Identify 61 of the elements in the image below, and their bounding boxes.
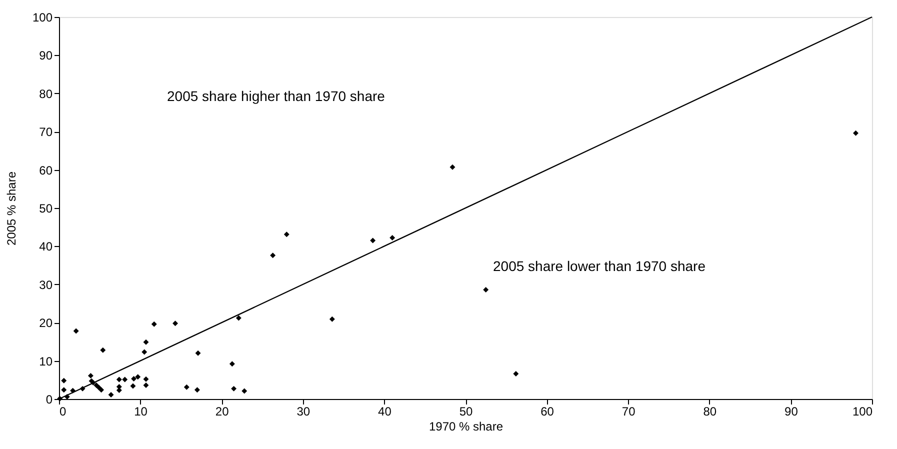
point (143, 382, 149, 388)
point (231, 386, 237, 392)
y-axis-title: 2005 % share (4, 171, 18, 246)
x-axis-title: 1970 % share (428, 420, 504, 434)
point (450, 164, 456, 170)
y-tick-label: 60 (39, 163, 53, 178)
point (184, 384, 190, 390)
y-tick-label: 70 (39, 125, 53, 140)
y-tick-label: 50 (39, 202, 53, 216)
point (130, 383, 136, 389)
y-tick-label: 30 (39, 278, 53, 292)
point (94, 382, 100, 388)
y-tick-label: 10 (39, 354, 53, 368)
point (108, 392, 114, 398)
point (236, 315, 242, 321)
point (143, 376, 149, 382)
y-tick-label: 0 (46, 392, 53, 406)
point (122, 376, 128, 382)
point (151, 321, 157, 327)
point (284, 232, 290, 238)
point (88, 372, 94, 378)
point (100, 347, 106, 353)
point (483, 287, 489, 292)
x-tick-label: 30 (296, 404, 310, 418)
point (143, 339, 149, 345)
point (98, 387, 104, 393)
point (370, 238, 376, 244)
annotation: 2005 share higher than 1970 share (167, 88, 386, 104)
point (270, 252, 276, 258)
point (142, 349, 148, 355)
y-tick-label: 80 (39, 86, 53, 101)
annotation: 2005 share lower than 1970 share (493, 258, 706, 274)
y-tick-label: 100 (32, 10, 53, 24)
point (390, 235, 396, 241)
y-tick-label: 40 (39, 240, 53, 254)
x-tick-label: 10 (134, 404, 148, 418)
point (116, 376, 122, 382)
x-tick-label: 70 (622, 404, 636, 418)
point (853, 130, 858, 136)
x-tick-label: 60 (540, 404, 554, 418)
point (61, 387, 67, 393)
point (329, 316, 335, 322)
x-tick-label: 100 (852, 404, 873, 418)
point (172, 320, 178, 326)
point (73, 328, 79, 334)
x-tick-label: 40 (378, 404, 392, 418)
x-tick-label: 90 (784, 404, 798, 418)
point (242, 388, 248, 394)
point (195, 350, 201, 356)
x-tick-label: 50 (459, 404, 473, 418)
point (194, 387, 200, 393)
point (61, 378, 67, 384)
y-tick-label: 90 (39, 48, 53, 63)
x-tick-label: 80 (703, 404, 717, 418)
y-tick-label: 20 (39, 316, 53, 330)
point (229, 361, 235, 367)
point (131, 376, 137, 382)
point (513, 371, 519, 377)
x-tick-label: 20 (215, 404, 230, 418)
point (135, 374, 141, 380)
x-tick-label: 0 (60, 404, 66, 418)
